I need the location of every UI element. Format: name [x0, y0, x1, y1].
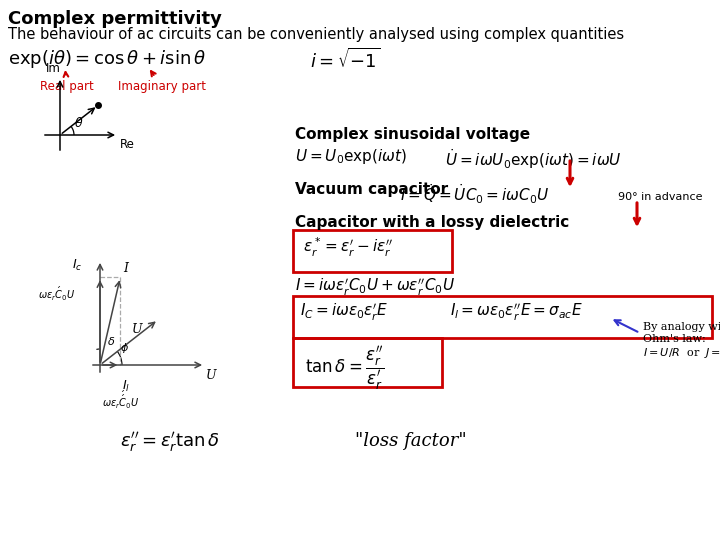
Text: Capacitor with a lossy dielectric: Capacitor with a lossy dielectric [295, 215, 570, 230]
Text: $\omega\varepsilon_r\'C_0U$: $\omega\varepsilon_r\'C_0U$ [38, 285, 75, 303]
Text: $i = \sqrt{-1}$: $i = \sqrt{-1}$ [310, 48, 381, 72]
Text: The behaviour of ac circuits can be conveniently analysed using complex quantiti: The behaviour of ac circuits can be conv… [8, 27, 624, 42]
Text: Im: Im [46, 62, 61, 75]
Text: Imaginary part: Imaginary part [118, 71, 206, 93]
Text: $\omega\varepsilon_r\'\'C_0U$: $\omega\varepsilon_r\'\'C_0U$ [102, 389, 139, 411]
Text: $\tan\delta = \dfrac{\varepsilon_r''}{\varepsilon_r'}$: $\tan\delta = \dfrac{\varepsilon_r''}{\v… [305, 345, 384, 393]
Text: $\delta$: $\delta$ [107, 335, 115, 347]
Text: $\dot{U} = i\omega U_0 \exp(i\omega t) = i\omega U$: $\dot{U} = i\omega U_0 \exp(i\omega t) =… [445, 147, 622, 171]
Text: 90° in advance: 90° in advance [618, 192, 703, 202]
Text: I: I [123, 262, 128, 275]
Text: $I = \dot{Q} = \dot{U}C_0 = i\omega C_0 U$: $I = \dot{Q} = \dot{U}C_0 = i\omega C_0 … [400, 182, 549, 206]
Text: Real part: Real part [40, 72, 94, 93]
Text: Complex permittivity: Complex permittivity [8, 10, 222, 28]
Text: Complex sinusoidal voltage: Complex sinusoidal voltage [295, 127, 530, 142]
Text: $U = U_0 \exp(i\omega t)$: $U = U_0 \exp(i\omega t)$ [295, 147, 407, 166]
Text: Vacuum capacitor: Vacuum capacitor [295, 182, 448, 197]
Text: $I = i\omega\varepsilon_r' C_0 U + \omega\varepsilon_r'' C_0 U$: $I = i\omega\varepsilon_r' C_0 U + \omeg… [295, 277, 455, 298]
Text: $\exp(i\theta) = \cos\theta + i\sin\theta$: $\exp(i\theta) = \cos\theta + i\sin\thet… [8, 48, 206, 70]
Text: $I_c$: $I_c$ [72, 258, 82, 273]
Text: "loss factor": "loss factor" [355, 432, 467, 450]
Text: $\varepsilon_r^* = \varepsilon_r' - i\varepsilon_r''$: $\varepsilon_r^* = \varepsilon_r' - i\va… [303, 236, 393, 259]
Text: U: U [132, 323, 143, 336]
Text: $I_C = i\omega\varepsilon_0\varepsilon_r' E$: $I_C = i\omega\varepsilon_0\varepsilon_r… [300, 302, 388, 323]
Text: By analogy with
Ohm's law:
$I =U/R$  or  $J = \sigma E$: By analogy with Ohm's law: $I =U/R$ or $… [643, 322, 720, 360]
Text: $\varepsilon_r'' = \varepsilon_r' \tan\delta$: $\varepsilon_r'' = \varepsilon_r' \tan\d… [120, 430, 220, 454]
Text: U: U [206, 369, 217, 382]
Text: $\phi$: $\phi$ [120, 341, 129, 355]
Text: $I_l = \omega\varepsilon_0\varepsilon_r'' E = \sigma_{ac} E$: $I_l = \omega\varepsilon_0\varepsilon_r'… [450, 302, 582, 323]
Text: $I_l$: $I_l$ [122, 379, 130, 394]
Text: Re: Re [120, 138, 135, 151]
Text: $\theta$: $\theta$ [74, 116, 84, 130]
